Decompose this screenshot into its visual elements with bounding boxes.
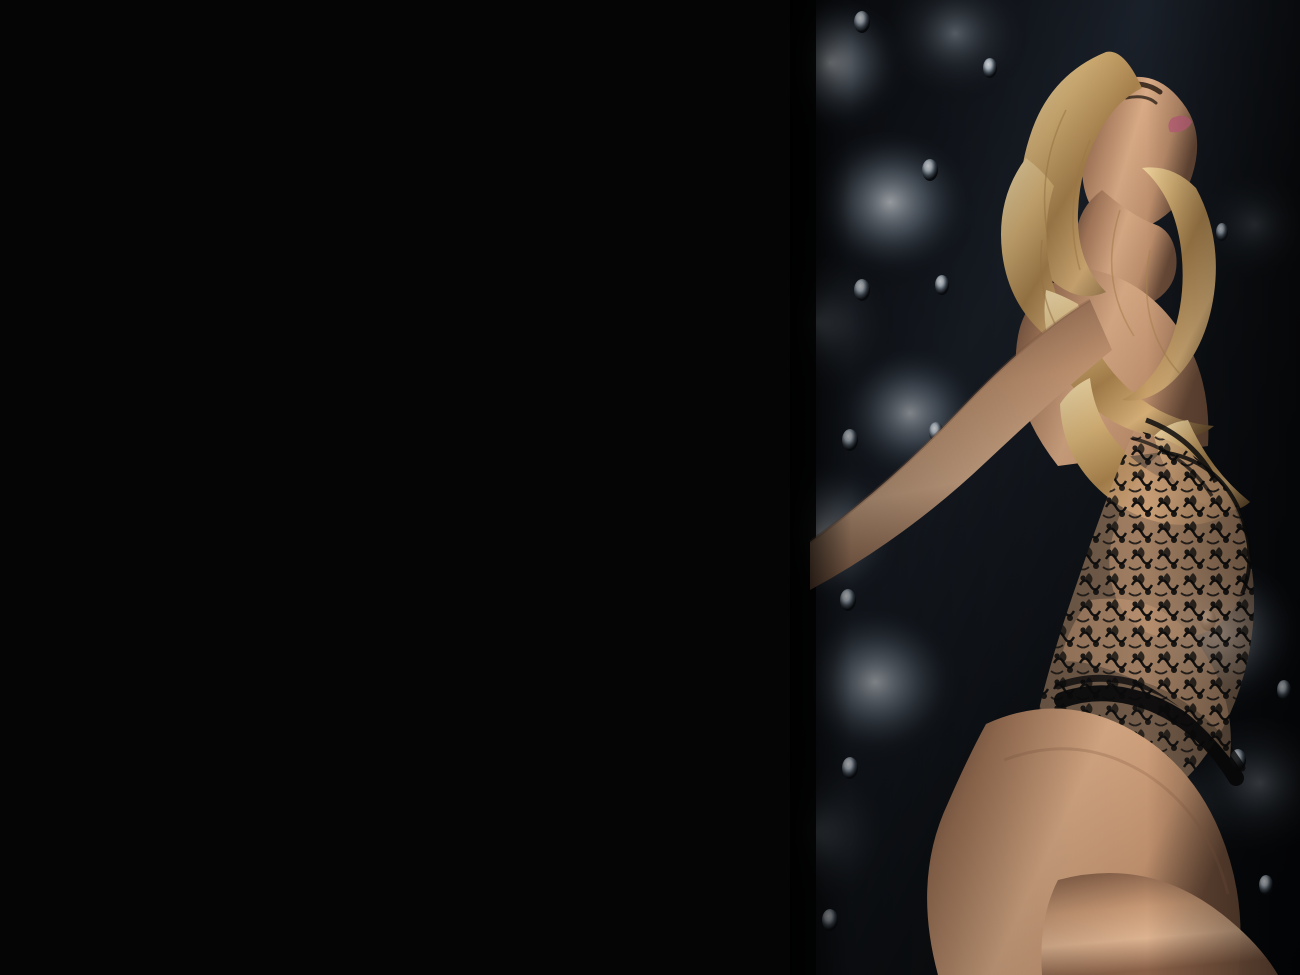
info-panel: [0, 0, 790, 975]
model-photo-illustration: [790, 0, 1300, 975]
model-photo: [790, 0, 1300, 975]
